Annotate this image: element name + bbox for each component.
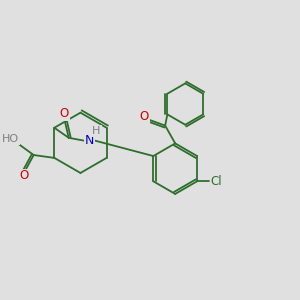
Text: Cl: Cl	[211, 175, 222, 188]
Text: O: O	[60, 107, 69, 121]
Text: HO: HO	[2, 134, 19, 144]
Text: N: N	[85, 134, 94, 147]
Text: O: O	[19, 169, 28, 182]
Text: H: H	[92, 126, 101, 136]
Text: O: O	[140, 110, 149, 124]
